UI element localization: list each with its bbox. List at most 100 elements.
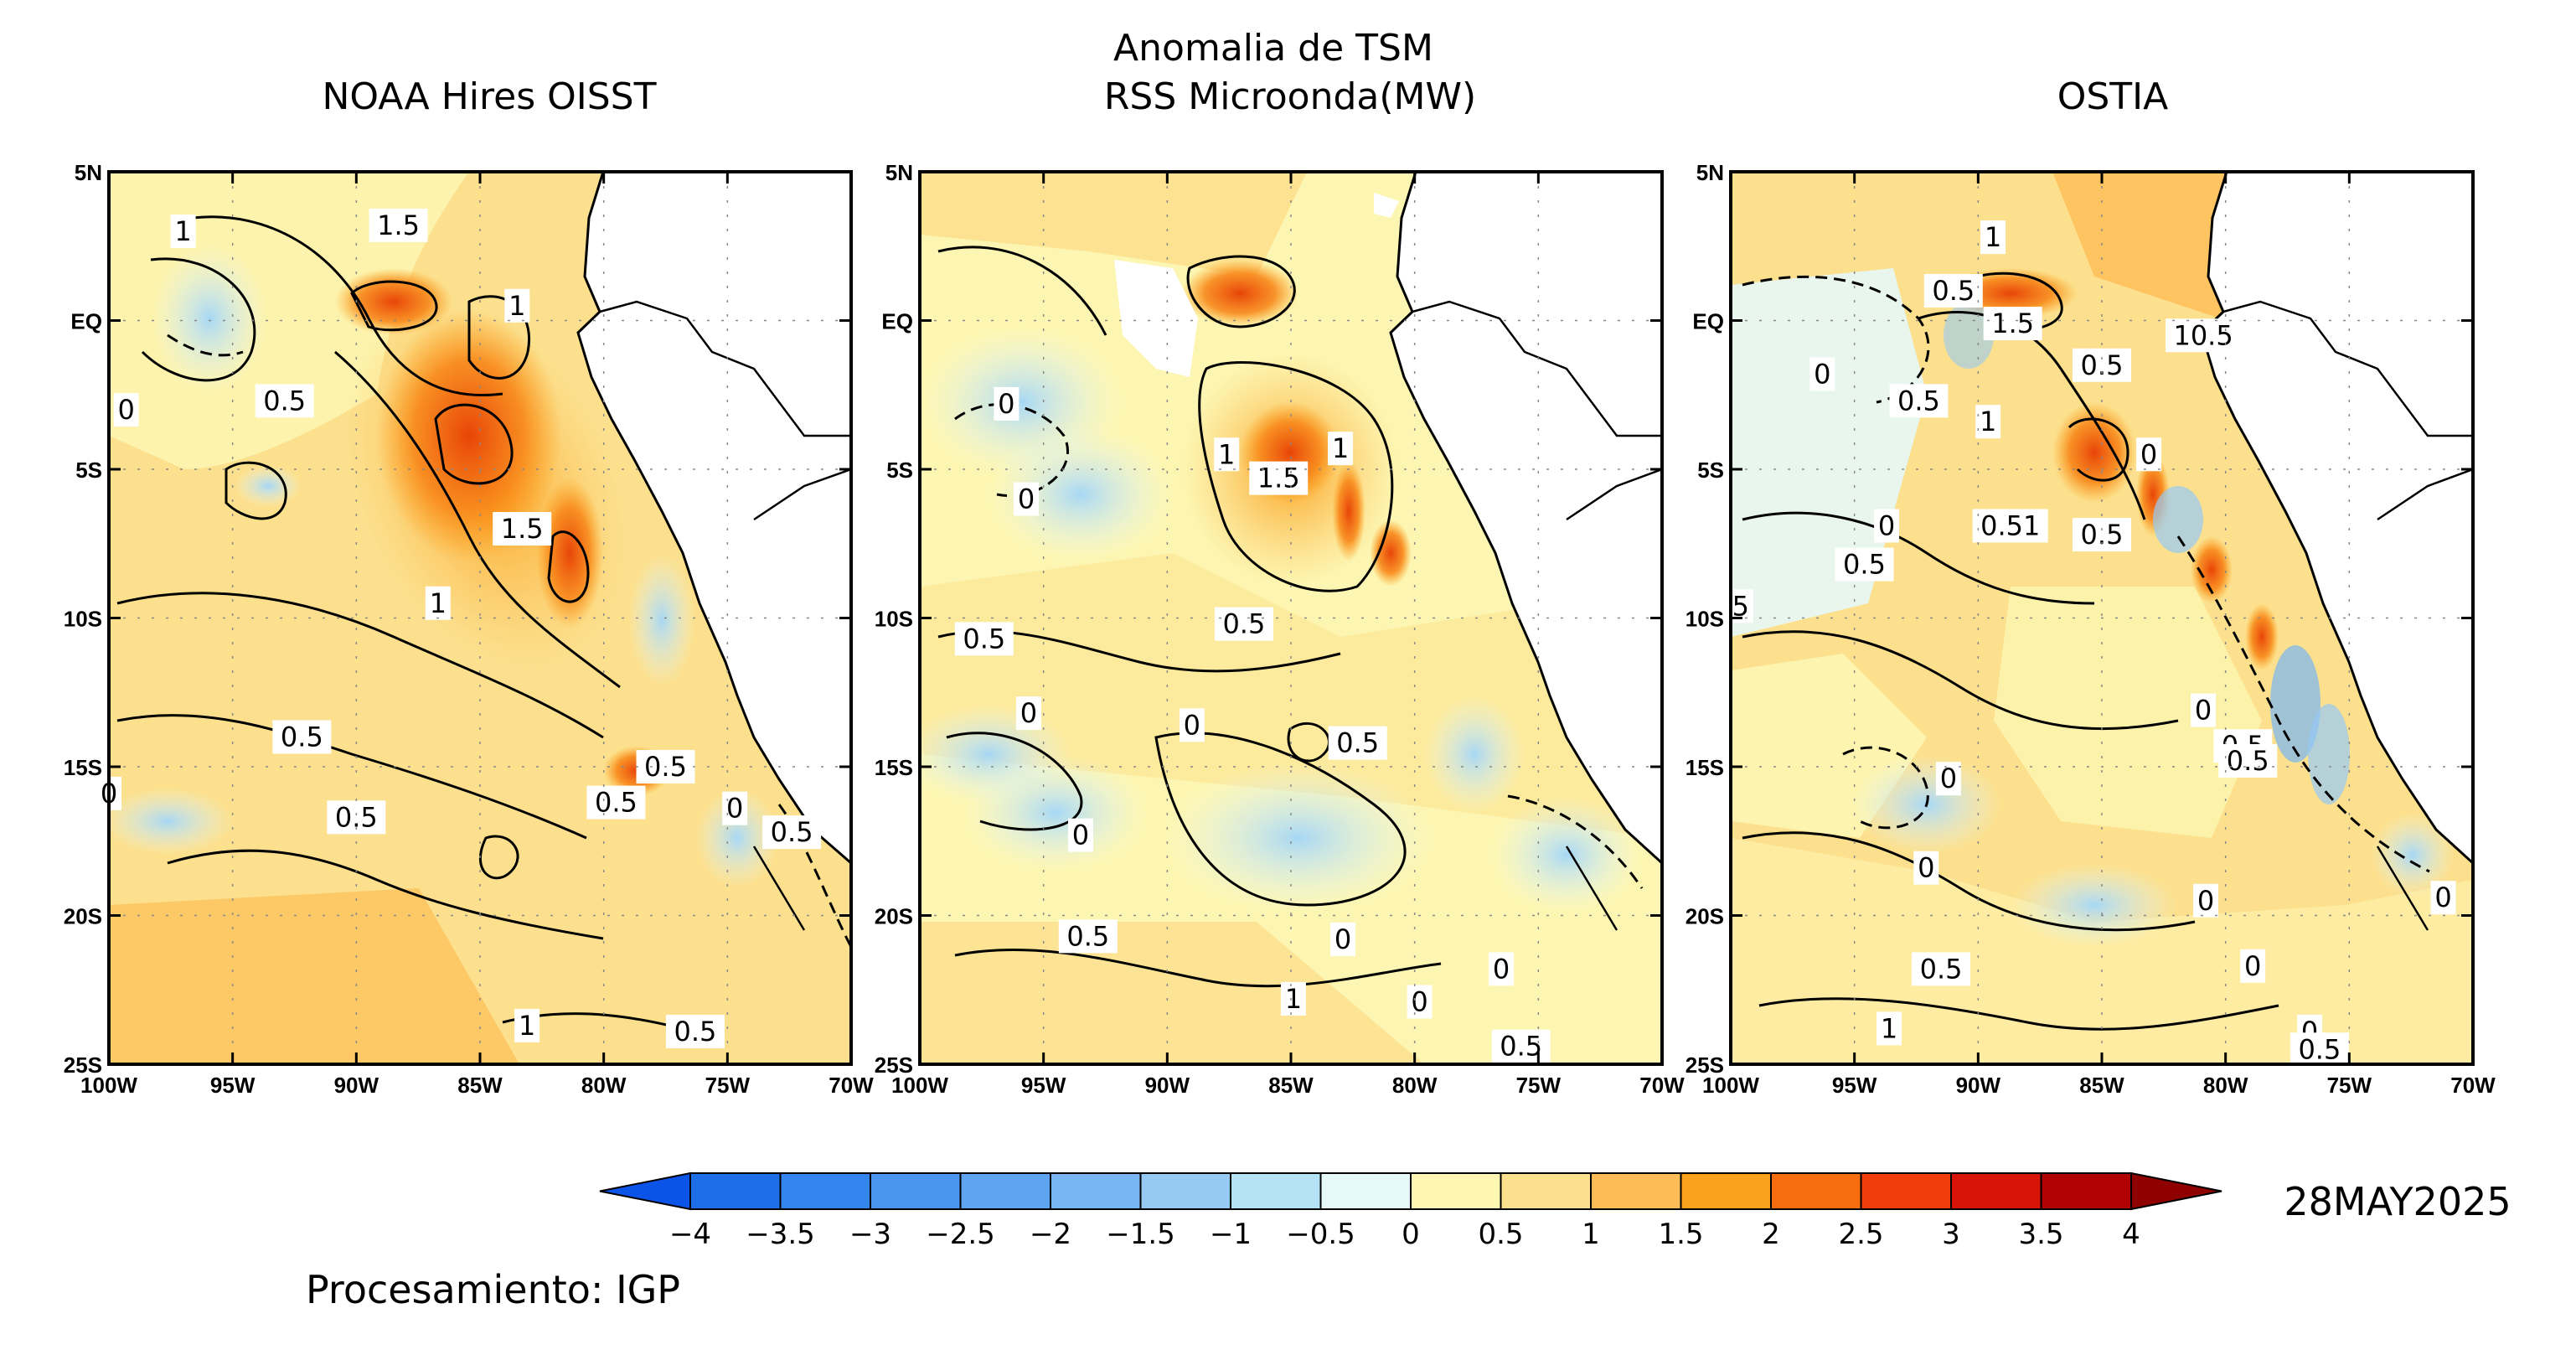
contour-label-bg (1972, 509, 2048, 543)
lat-tick-label: 25S (875, 1052, 913, 1078)
lat-tick-label: 10S (1685, 607, 1724, 632)
colorbar-tick-label: 4 (2122, 1218, 2140, 1251)
colorbar-tick-label: −3 (849, 1218, 891, 1251)
contour-label-bg (1980, 220, 2006, 255)
contour-label-bg (2073, 518, 2131, 552)
contour-label: 1 (1285, 983, 1302, 1015)
contour-label-bg (2191, 693, 2217, 727)
lat-tick-label: 20S (875, 904, 913, 929)
contour-label-bg (1913, 851, 1939, 885)
contour-label: 0.5 (595, 787, 638, 819)
contour-label-bg (1013, 482, 1039, 516)
coastline (1389, 172, 1662, 865)
colorbar-swatch (1770, 1172, 1862, 1210)
colorbar-tick-label: −4 (669, 1218, 711, 1251)
contour-label-bg (1983, 307, 2042, 341)
country-border (1412, 300, 1662, 437)
contour-label: 0.5 (1066, 920, 1109, 952)
contour-label-bg (586, 785, 646, 820)
contour-label: 0.5 (1897, 385, 1940, 416)
lat-tick-label: 5N (75, 160, 102, 185)
contour-label: 1 (1980, 406, 1996, 437)
contour-label: 0 (1020, 697, 1037, 729)
colorbar-swatch (1590, 1172, 1682, 1210)
lon-tick-label: 95W (1021, 1073, 1066, 1098)
contour-label-bg (425, 586, 451, 620)
contour-label-bg (1835, 547, 1894, 582)
contour-label: 0.5 (263, 385, 306, 416)
contour-label: 1 (508, 290, 525, 322)
lon-tick-label: 100W (891, 1073, 948, 1098)
contour-label: 0 (2197, 885, 2214, 917)
contour-label-bg (1923, 274, 1983, 308)
contour-label: 1 (1881, 1012, 1897, 1044)
colorbar-tick-label: −1.5 (1106, 1218, 1175, 1251)
lon-tick-label: 85W (1268, 1073, 1314, 1098)
lon-tick-label: 70W (2450, 1073, 2496, 1098)
lat-tick-label: 20S (64, 904, 102, 929)
contour-label-bg (1249, 461, 1309, 495)
colorbar-tick-label: 2 (1762, 1218, 1780, 1251)
lon-tick-label: 70W (829, 1073, 874, 1098)
contour-label: 0 (1334, 923, 1351, 955)
contour-label-bg (1874, 509, 1900, 543)
contour-label: 0 (998, 388, 1014, 420)
contour-label-bg (1179, 708, 1205, 742)
contour-label: 0 (2434, 882, 2451, 913)
contour-label: 0 (1940, 763, 1957, 794)
lat-tick-label: 25S (1685, 1052, 1724, 1078)
contour-label-bg (369, 208, 428, 242)
lon-tick-label: 100W (80, 1073, 137, 1098)
lat-tick-label: 10S (64, 607, 102, 632)
lon-tick-label: 70W (1639, 1073, 1685, 1098)
colorbar-swatch (1319, 1172, 1412, 1210)
colorbar-swatch (779, 1172, 871, 1210)
contour-label-bg (113, 393, 139, 427)
contour-label: 0.5 (281, 721, 323, 753)
lat-tick-label: 20S (1685, 904, 1724, 929)
contour-label-bg (1889, 384, 1949, 418)
contour-label: 1 (1332, 432, 1349, 464)
contour-label: 0.5 (1843, 549, 1886, 581)
contour-label-bg (1067, 818, 1093, 852)
colorbar-low-arrow (599, 1171, 691, 1211)
contour-label-bg (1015, 696, 1041, 731)
contour-label-bg (1491, 1029, 1551, 1063)
contour-label: 0.5 (1932, 275, 1975, 307)
contour-label-bg (1407, 985, 1433, 1019)
contour-label-bg (1809, 357, 1835, 391)
colorbar-high-arrow (2130, 1171, 2222, 1211)
contour-label: 0.5 (1920, 953, 1963, 985)
country-border (2222, 300, 2473, 437)
contour-label-bg (2073, 348, 2131, 382)
lon-tick-label: 75W (705, 1073, 751, 1098)
contour-label: 0.5 (2298, 1033, 2341, 1065)
contour-label: 0 (1814, 358, 1830, 390)
lon-tick-label: 85W (457, 1073, 503, 1098)
lon-tick-label: 80W (2203, 1073, 2248, 1098)
contour-label-bg (2136, 437, 2162, 472)
contour-label-bg (1330, 922, 1356, 956)
contour-label-bg (665, 1014, 725, 1048)
contour-label-bg (493, 512, 552, 546)
map-panel-ostia: 10.51.50.510.500.51000.510.50.5500.50.50… (1685, 160, 2496, 1098)
lat-tick-label: 5S (886, 458, 913, 483)
contour-label-bg (1912, 952, 1971, 986)
contour-label-bg (1489, 952, 1515, 986)
contour-label: 0 (1411, 985, 1427, 1017)
contour-label: 5 (1732, 590, 1749, 622)
contour-label: 0 (2244, 950, 2261, 982)
colorbar-tick-label: 3 (1942, 1218, 1960, 1251)
lon-tick-label: 90W (1956, 1073, 2001, 1098)
lat-tick-label: EQ (881, 309, 913, 334)
lat-tick-label: 25S (64, 1052, 102, 1078)
lat-tick-label: 5N (1696, 160, 1724, 185)
contour-label: 0 (1918, 852, 1934, 884)
contour-label-bg (1058, 919, 1118, 954)
colorbar-tick-label: −1 (1210, 1218, 1252, 1251)
coastline (2200, 172, 2473, 865)
colorbar-swatch (870, 1172, 962, 1210)
contour-label: 0.5 (771, 816, 813, 848)
map-panel-oisst: 1 1.510 0.51.510.50.50 0.50.5 00.51 0.5 5NEQ5… (64, 160, 874, 1098)
